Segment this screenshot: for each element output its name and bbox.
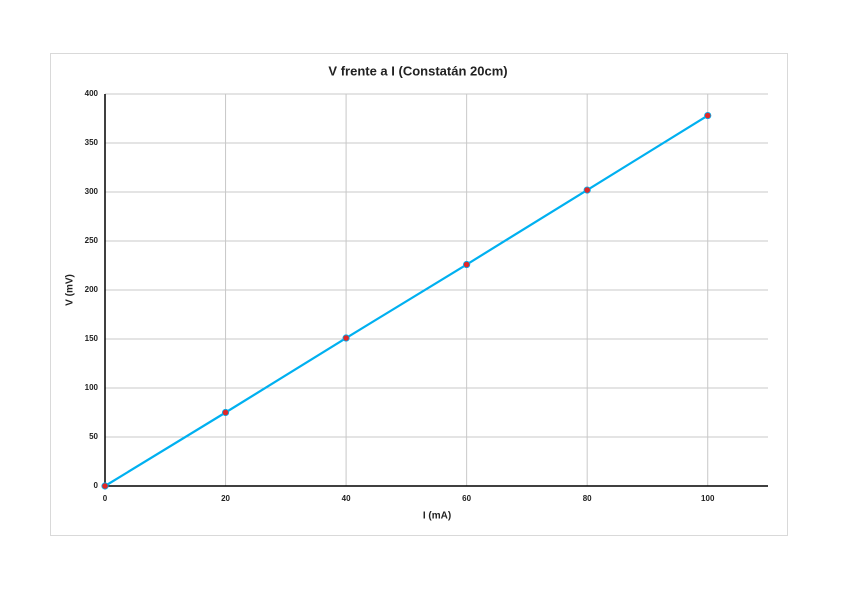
y-axis-label: V (mV): [65, 274, 76, 306]
y-tick-label: 150: [85, 334, 99, 343]
data-point: [463, 260, 471, 269]
x-axis-label: I (mA): [423, 511, 451, 522]
y-tick-label: 50: [89, 432, 98, 441]
y-tick-label: 250: [85, 236, 99, 245]
y-tick-label: 350: [85, 138, 99, 147]
data-point: [342, 334, 350, 342]
x-tick-label: 20: [221, 494, 230, 503]
y-tick-label: 300: [85, 187, 99, 196]
chart-title: V frente a I (Constatán 20cm): [328, 63, 507, 78]
x-tick-label: 80: [583, 494, 592, 503]
y-tick-label: 200: [85, 285, 99, 294]
x-tick-label: 40: [342, 494, 351, 503]
x-tick-label: 100: [701, 494, 715, 503]
data-point: [101, 482, 109, 490]
y-tick-label: 400: [85, 89, 99, 98]
data-point: [704, 111, 712, 120]
data-point: [583, 186, 591, 194]
x-tick-label: 0: [103, 494, 108, 503]
y-tick-label: 100: [85, 383, 99, 392]
data-point: [221, 408, 230, 417]
x-tick-label: 60: [462, 494, 471, 503]
data-line: [104, 114, 709, 487]
y-tick-label: 0: [94, 481, 99, 490]
